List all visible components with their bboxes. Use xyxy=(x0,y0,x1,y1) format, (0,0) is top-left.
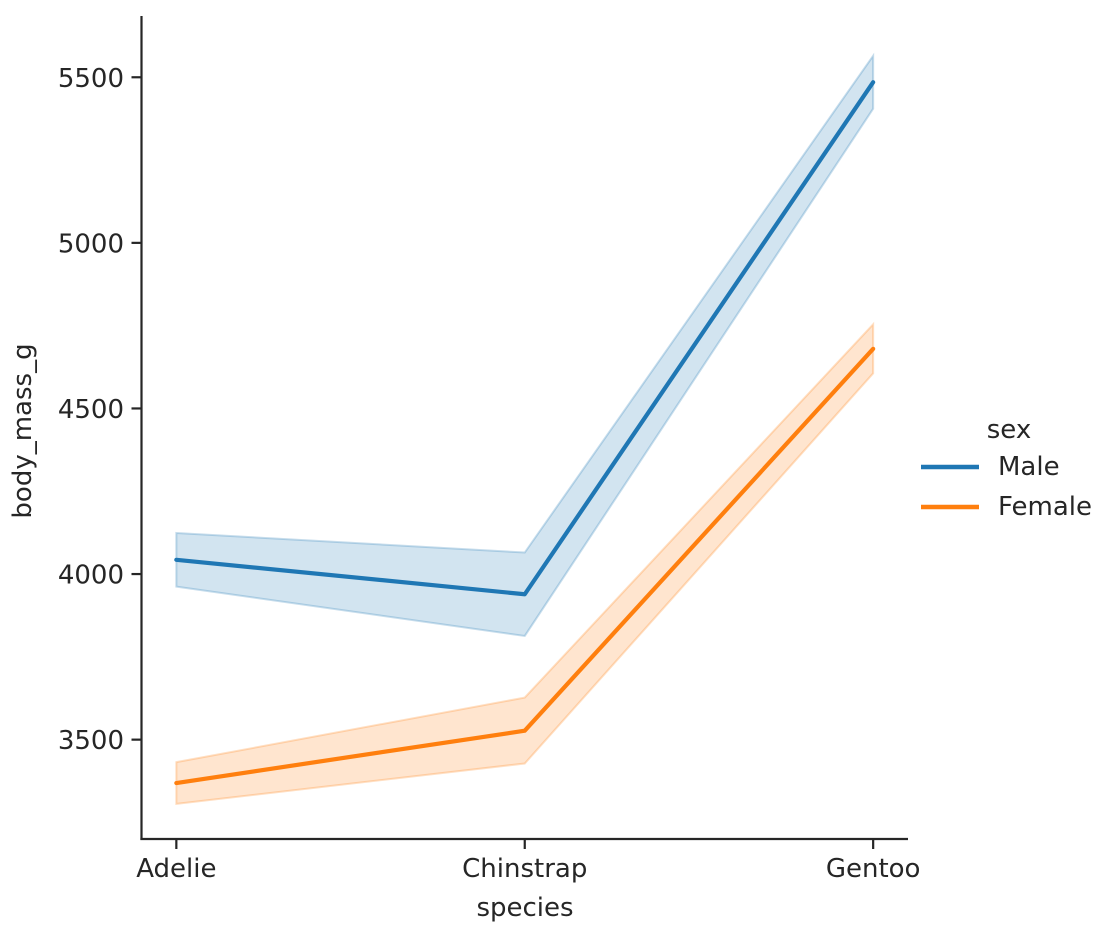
y-tick-label: 3500 xyxy=(58,726,124,756)
legend-title: sex xyxy=(987,415,1031,445)
legend-label-male: Male xyxy=(998,452,1060,482)
series-line-male xyxy=(174,80,876,597)
y-tick-label: 4500 xyxy=(58,395,124,425)
x-tick-label: Chinstrap xyxy=(462,854,587,884)
ci-band-male xyxy=(175,52,875,638)
y-tick-label: 4000 xyxy=(58,561,124,591)
legend: sex Male Female xyxy=(921,415,1092,522)
series-line-female xyxy=(174,346,876,786)
legend-label-female: Female xyxy=(998,492,1092,522)
plot-layer: 3500 4000 4500 5000 5500 Adelie Chinstrap Gento… xyxy=(58,16,921,884)
x-axis-label: species xyxy=(476,893,573,923)
y-axis-label: body_mass_g xyxy=(8,343,38,518)
x-tick-label: Adelie xyxy=(136,854,216,884)
ci-band-female xyxy=(175,321,875,806)
x-tick-label: Gentoo xyxy=(826,854,921,884)
y-tick-label: 5000 xyxy=(58,229,124,259)
y-tick-label: 5500 xyxy=(58,64,124,94)
